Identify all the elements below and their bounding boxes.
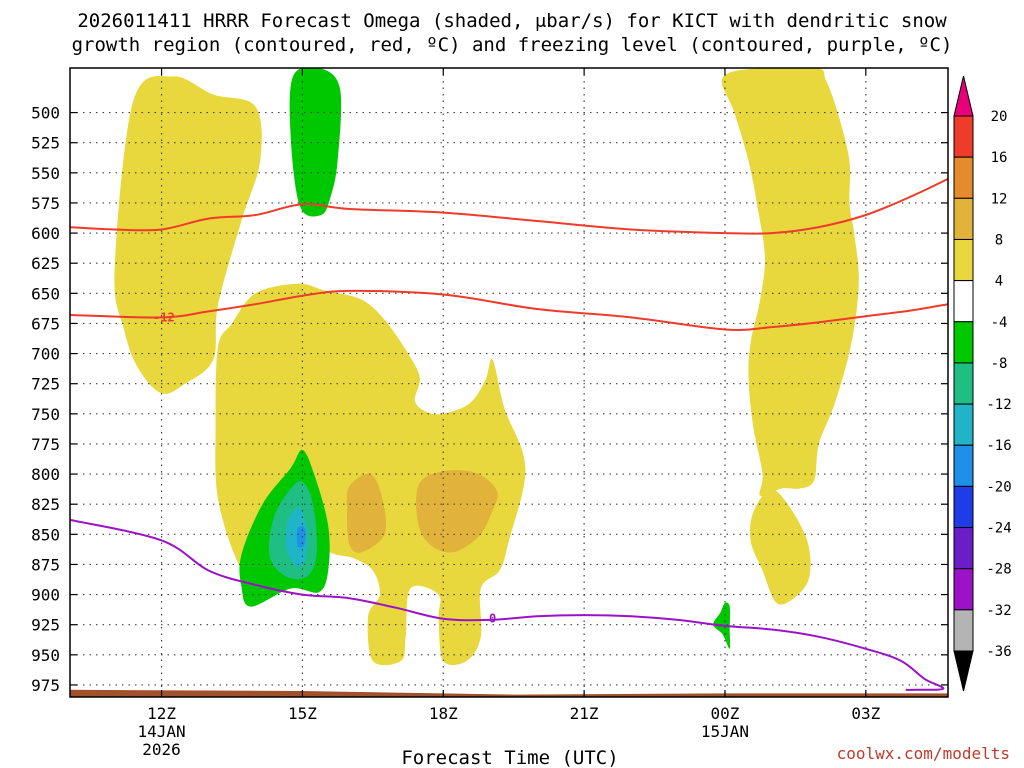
omega-region-4	[346, 473, 387, 553]
omega-region-5	[416, 469, 498, 553]
colorbar-label: -16	[986, 438, 1011, 454]
x-tick-year: 2026	[142, 740, 181, 759]
x-tick-label: 18Z	[429, 704, 458, 723]
omega-region-0	[114, 75, 262, 394]
x-tick-date: 15JAN	[701, 722, 749, 741]
y-tick-label: 825	[31, 495, 60, 514]
y-tick-label: 900	[31, 586, 60, 605]
colorbar-label: 4	[995, 274, 1003, 290]
y-tick-label: 850	[31, 525, 60, 544]
x-tick-label: 12Z	[147, 704, 176, 723]
freezing-level-contour	[70, 518, 945, 691]
y-tick-label: 625	[31, 254, 60, 273]
colorbar-swatch	[953, 156, 974, 199]
y-tick-label: 525	[31, 134, 60, 153]
contour-lines	[70, 177, 948, 691]
y-tick-label: 550	[31, 164, 60, 183]
omega-region-10	[285, 507, 308, 567]
colorbar-label: 12	[991, 191, 1008, 207]
colorbar-top-arrow	[953, 75, 974, 117]
y-tick-label: 750	[31, 405, 60, 424]
x-tick-label: 21Z	[570, 704, 599, 723]
omega-region-2	[721, 68, 859, 497]
x-tick-date: 14JAN	[137, 722, 185, 741]
colorbar-swatch	[953, 321, 974, 364]
colorbar-swatch	[953, 197, 974, 240]
title-line-2: growth region (contoured, red, ºC) and f…	[72, 34, 953, 56]
terrain-ground	[70, 689, 948, 697]
dgz-contour--12	[70, 289, 948, 331]
x-axis-label: Forecast Time (UTC)	[401, 747, 618, 768]
y-tick-label: 800	[31, 465, 60, 484]
colorbar-label: -12	[986, 397, 1011, 413]
colorbar-swatch	[953, 568, 974, 611]
colorbar-bottom-arrow	[953, 650, 974, 692]
grid	[70, 68, 948, 697]
colorbar-label: -28	[986, 562, 1011, 578]
plot-frame	[69, 67, 949, 698]
colorbar-swatch	[953, 485, 974, 529]
omega-region-11	[296, 526, 306, 548]
y-tick-label: 925	[31, 616, 60, 635]
y-tick-label: 600	[31, 224, 60, 243]
colorbar-label: -24	[986, 521, 1011, 537]
omega-region-3	[749, 489, 811, 605]
colorbar-swatch	[953, 403, 974, 446]
y-tick-label: 700	[31, 345, 60, 364]
x-tick-label: 15Z	[288, 704, 317, 723]
y-tick-label: 725	[31, 375, 60, 394]
dgz-contour--15	[70, 177, 948, 235]
colorbar-label: -20	[986, 479, 1011, 495]
y-tick-label: 575	[31, 194, 60, 213]
y-tick-label: 975	[31, 676, 60, 695]
terrain-fill	[70, 689, 948, 697]
colorbar-label: 8	[995, 232, 1003, 248]
colorbar-swatch	[953, 362, 974, 405]
contour-label: -12	[153, 310, 175, 324]
colorbar-swatch	[953, 115, 974, 158]
y-tick-label: 775	[31, 435, 60, 454]
x-tick-label: 00Z	[711, 704, 740, 723]
credit-text: coolwx.com/modelts	[837, 744, 1010, 763]
colorbar-swatch	[953, 238, 974, 282]
colorbar-label: -32	[986, 603, 1011, 619]
colorbar-label: -4	[991, 315, 1008, 331]
contour-label: 0	[489, 612, 496, 626]
y-tick-label: 675	[31, 314, 60, 333]
chart-title: 2026011411 HRRR Forecast Omega (shaded, …	[72, 10, 953, 56]
contour-labels: -12 0	[153, 310, 496, 625]
colorbar: 20 16 12 8 4 -4 -8 -12 -16 -20 -24 -28 -32 -36	[953, 75, 1012, 692]
colorbar-swatch	[953, 444, 974, 487]
x-tick-label: 03Z	[851, 704, 880, 723]
colorbar-label: -36	[986, 644, 1011, 660]
y-tick-label: 500	[31, 104, 60, 123]
y-tick-label: 875	[31, 555, 60, 574]
colorbar-swatch	[953, 280, 974, 323]
colorbar-label: 16	[991, 150, 1008, 166]
colorbar-swatch	[953, 527, 974, 570]
colorbar-swatch	[953, 609, 974, 652]
title-line-1: 2026011411 HRRR Forecast Omega (shaded, …	[77, 10, 947, 32]
y-axis: 500 525 550 575 600 625 650 675 700 725 750 775 800 8…	[31, 104, 948, 695]
y-tick-label: 650	[31, 284, 60, 303]
y-tick-label: 950	[31, 646, 60, 665]
colorbar-label: 20	[991, 109, 1008, 125]
colorbar-label: -8	[991, 356, 1008, 372]
